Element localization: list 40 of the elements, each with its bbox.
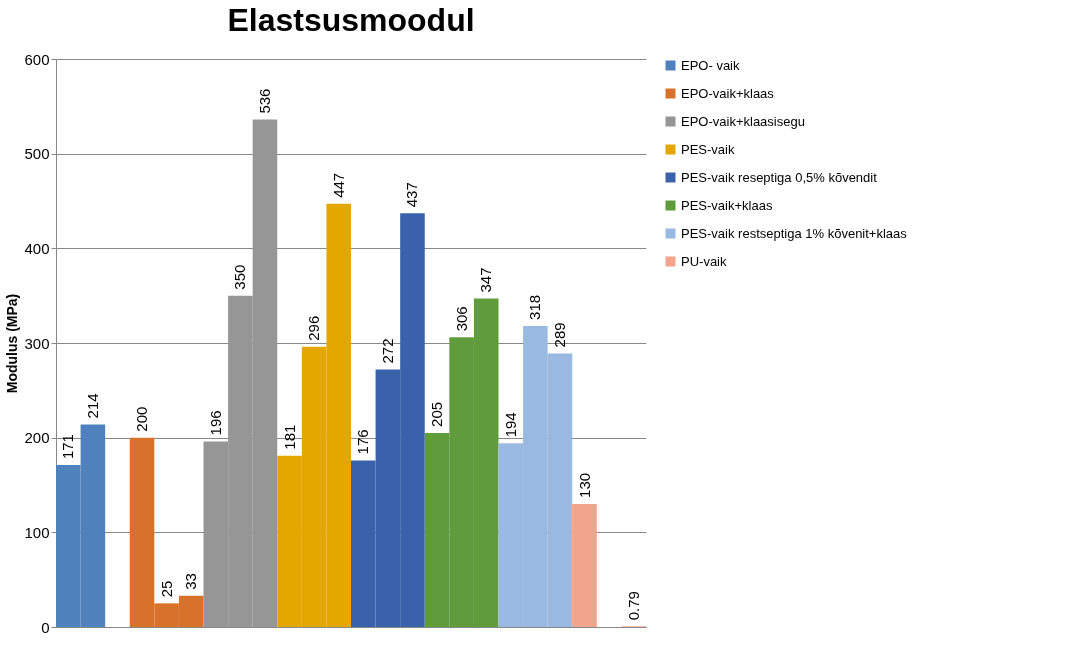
legend-label: PES-vaik reseptiga 0,5% kõvendit	[681, 169, 878, 185]
y-tick-label: 600	[24, 50, 50, 68]
data-label: 306	[452, 306, 470, 332]
legend-label: EPO-vaik+klaasisegu	[681, 113, 805, 129]
data-label: 194	[501, 412, 519, 438]
data-label: 536	[255, 88, 273, 114]
legend-label: PU-vaik	[681, 253, 728, 269]
data-label: 196	[206, 410, 224, 436]
data-label: 171	[59, 434, 77, 460]
y-tick-label: 400	[24, 239, 50, 257]
legend-label: EPO-vaik+klaas	[681, 85, 775, 101]
y-axis-title: Modulus (MPa)	[4, 293, 21, 394]
data-label: 437	[403, 182, 421, 208]
chart-title: Elastsusmoodul	[227, 2, 475, 38]
bar	[572, 503, 597, 627]
legend-label: PES-vaik+klaas	[681, 197, 773, 213]
y-tick-label: 300	[24, 334, 50, 352]
data-label: 176	[354, 429, 372, 455]
data-label: 0.79	[624, 591, 642, 621]
y-tick-label: 500	[24, 145, 50, 163]
data-label: 205	[428, 401, 446, 427]
y-tick-label: 100	[24, 523, 50, 541]
data-label: 447	[329, 172, 347, 198]
data-label: 33	[182, 573, 200, 590]
legend-label: PES-vaik restseptiga 1% kõvenit+klaas	[681, 225, 908, 241]
data-label: 214	[83, 393, 101, 419]
data-label: 296	[305, 315, 323, 341]
data-label: 289	[550, 322, 568, 348]
data-label: 181	[280, 424, 298, 450]
data-label: 350	[231, 264, 249, 290]
data-label: 347	[477, 267, 495, 293]
data-label: 272	[378, 338, 396, 364]
data-label: 130	[575, 472, 593, 498]
y-tick-label: 200	[24, 429, 50, 447]
y-tick-label: 0	[41, 618, 50, 636]
legend-label: EPO- vaik	[681, 57, 741, 73]
data-label: 318	[526, 294, 544, 320]
legend-label: PES-vaik	[681, 141, 735, 157]
data-label: 200	[133, 406, 151, 432]
data-label: 25	[157, 580, 175, 598]
